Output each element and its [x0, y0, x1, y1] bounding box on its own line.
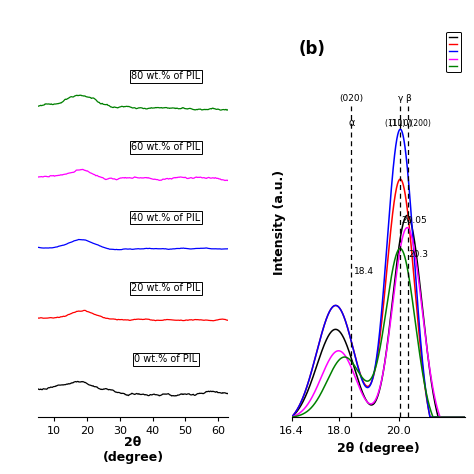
Text: (110) /(200): (110) /(200): [385, 119, 431, 128]
Text: β: β: [405, 94, 411, 103]
X-axis label: 2θ (degree): 2θ (degree): [337, 442, 419, 455]
Text: γ: γ: [398, 94, 403, 103]
Text: 20.05: 20.05: [401, 216, 427, 225]
Text: 0 wt.% of PIL: 0 wt.% of PIL: [134, 354, 197, 364]
Text: (020): (020): [339, 94, 363, 103]
Text: 20.3: 20.3: [409, 250, 428, 259]
Text: 18.4: 18.4: [354, 267, 374, 276]
X-axis label: 2θ
(degree): 2θ (degree): [102, 436, 164, 464]
Legend: , , , , : , , , ,: [447, 32, 461, 72]
Text: α: α: [348, 118, 355, 128]
Y-axis label: Intensity (a.u.): Intensity (a.u.): [273, 170, 286, 275]
Text: 40 wt.% of PIL: 40 wt.% of PIL: [131, 213, 201, 223]
Text: (b): (b): [299, 40, 326, 58]
Text: 20 wt.% of PIL: 20 wt.% of PIL: [131, 283, 201, 293]
Text: 80 wt.% of PIL: 80 wt.% of PIL: [131, 72, 201, 82]
Text: (110): (110): [388, 119, 412, 128]
Text: 60 wt.% of PIL: 60 wt.% of PIL: [131, 142, 201, 152]
